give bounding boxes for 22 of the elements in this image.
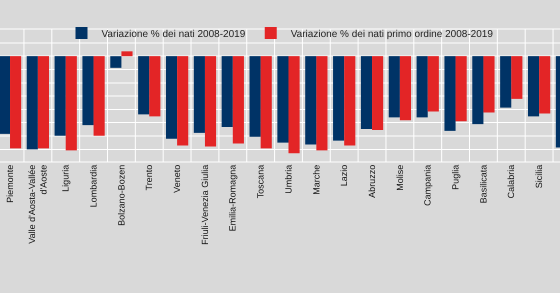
x-tick-label: Basilicata [478, 164, 488, 204]
legend-label: Variazione % dei nati primo ordine 2008-2019 [290, 28, 494, 40]
x-tick-label: Sicilia [534, 164, 544, 188]
x-tick-label: Lazio [339, 164, 350, 186]
x-tick-label: Marche [311, 164, 322, 195]
x-tick-label: Piemonte [4, 164, 15, 203]
x-tick-label: Umbria [283, 164, 294, 194]
x-tick-label: Bolzano-Bozen [116, 164, 126, 226]
x-tick-label: Calabria [506, 164, 516, 198]
x-tick-label: Toscana [256, 164, 266, 198]
legend-label: Variazione % dei nati 2008-2019 [102, 28, 246, 40]
x-tick-label: Veneto [172, 164, 182, 193]
x-tick-label: Lombardia [88, 164, 98, 208]
x-tick-label: Campania [422, 164, 433, 206]
x-tick-label: Abruzzo [366, 164, 377, 198]
x-tick-label: Friuli-Venezia Giulia [200, 164, 210, 245]
x-tick-label: Valle d'Aosta-Vallée d'Aoste [26, 164, 49, 244]
x-tick-label: Liguria [60, 164, 71, 192]
x-tick-label: Trento [144, 164, 154, 190]
x-tick-label: Puglia [450, 164, 460, 190]
x-tick-label: Molise [394, 164, 405, 191]
x-tick-label: Emilia-Romagna [228, 164, 238, 232]
